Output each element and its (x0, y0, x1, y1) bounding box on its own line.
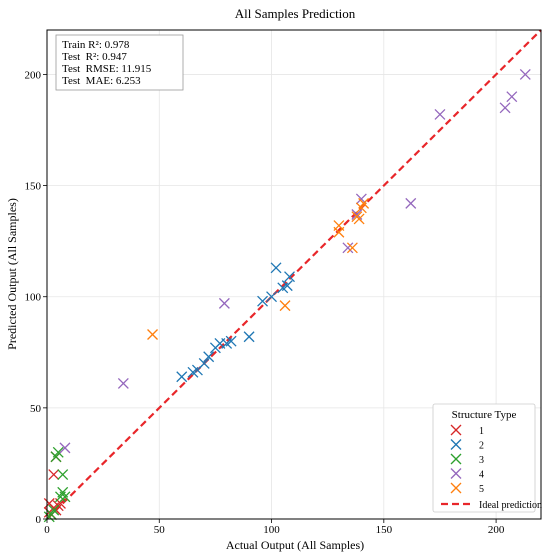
x-tick-label: 200 (488, 524, 505, 536)
metric-test-rmse: Test RMSE: 11.915 (62, 63, 152, 75)
legend-item-5: 5 (450, 482, 484, 495)
y-tick-label: 50 (30, 403, 42, 415)
data-point-type-4 (506, 91, 518, 103)
plot-frame (46, 29, 542, 520)
x-tick-label: 50 (154, 524, 166, 536)
legend-label: 1 (479, 426, 484, 437)
metric-train-r2: Train R²: 0.978 (62, 39, 130, 51)
data-point-type-2 (225, 335, 237, 347)
data-point-type-3 (59, 491, 71, 503)
data-point-type-2 (270, 262, 282, 274)
data-point-type-4 (434, 109, 446, 120)
y-tick-label: 100 (25, 292, 42, 304)
legend-item-4: 4 (450, 468, 484, 481)
x-tick-label: 0 (44, 524, 50, 536)
data-point-type-2 (281, 280, 293, 292)
data-point-type-2 (266, 291, 278, 303)
metric-test-mae: Test MAE: 6.253 (62, 75, 141, 87)
legend-ideal-label: Ideal prediction (479, 500, 542, 511)
y-tick-label: 200 (25, 69, 42, 81)
data-point-type-5 (279, 300, 291, 312)
metric-test-r2: Test R²: 0.947 (62, 51, 127, 63)
legend-label: 4 (479, 470, 484, 481)
data-point-type-2 (203, 351, 215, 363)
data-point-type-4 (342, 242, 354, 254)
data-point-type-2 (257, 295, 269, 307)
data-point-type-2 (284, 271, 295, 283)
data-point-type-3 (57, 469, 69, 481)
x-tick-label: 150 (376, 524, 393, 536)
data-points (43, 68, 531, 523)
data-point-type-4 (405, 197, 417, 209)
data-point-type-1 (48, 469, 60, 481)
axis-ticks: 0 50 100 150 200 0 50 100 150 200 (25, 69, 505, 536)
legend-item-3: 3 (450, 453, 484, 466)
data-point-type-4 (519, 68, 531, 80)
data-point-type-5 (147, 329, 158, 340)
data-point-type-4 (117, 377, 129, 389)
data-point-type-5 (353, 213, 365, 225)
legend-item-1: 1 (450, 424, 484, 437)
data-point-type-2 (198, 357, 210, 369)
data-point-type-2 (243, 331, 255, 343)
data-point-type-3 (52, 446, 64, 458)
y-axis-label: Predicted Output (All Samples) (5, 198, 19, 350)
x-tick-label: 100 (263, 524, 280, 536)
legend-label: 3 (479, 455, 484, 466)
data-point-type-5 (358, 197, 370, 209)
metrics-box: Train R²: 0.978 Test R²: 0.947 Test RMSE… (55, 34, 184, 91)
data-point-type-2 (176, 371, 188, 383)
ideal-prediction-line (46, 29, 542, 520)
data-point-type-5 (333, 220, 345, 232)
chart-title: All Samples Prediction (235, 6, 356, 21)
legend-title: Structure Type (452, 409, 517, 421)
data-point-type-5 (346, 242, 358, 254)
data-point-type-4 (59, 442, 71, 454)
y-tick-label: 0 (36, 514, 42, 526)
data-point-type-4 (499, 102, 511, 114)
data-point-type-4 (218, 297, 230, 309)
legend-label: 2 (479, 441, 484, 452)
data-point-type-3 (48, 504, 60, 516)
x-axis-label: Actual Output (All Samples) (226, 538, 364, 552)
legend-label: 5 (479, 484, 484, 495)
y-tick-label: 150 (25, 181, 42, 193)
legend: Structure Type 1 2 3 4 5 Ideal prediction (432, 403, 542, 513)
legend-item-2: 2 (450, 439, 484, 452)
